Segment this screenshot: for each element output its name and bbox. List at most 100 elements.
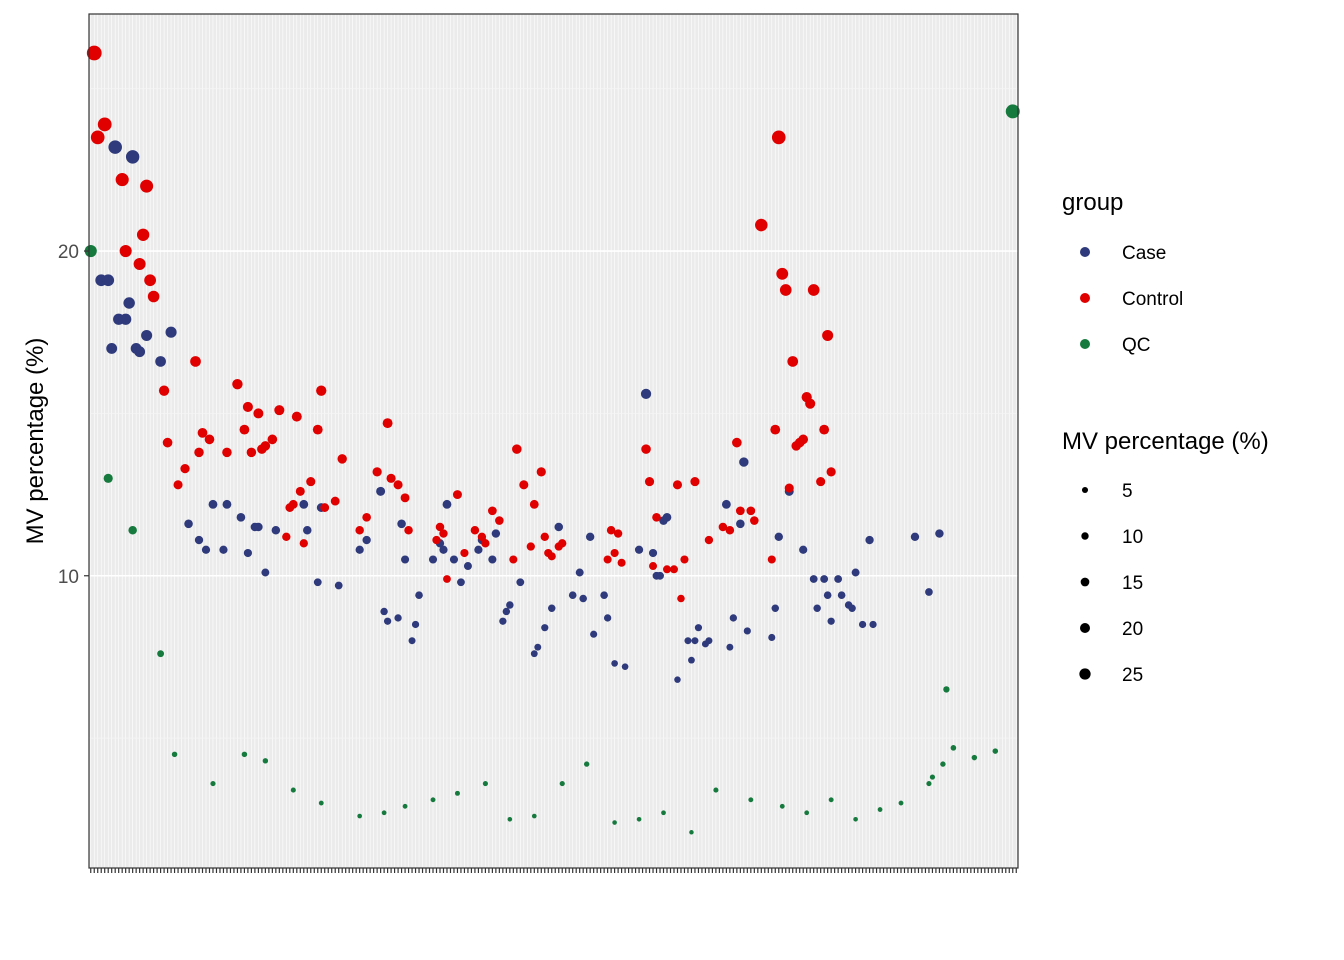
- data-point-qc: [402, 803, 408, 809]
- data-point-case: [865, 535, 874, 545]
- data-point-case: [449, 555, 458, 564]
- data-point-control: [672, 480, 683, 490]
- data-point-case: [820, 575, 829, 583]
- data-point-case: [491, 529, 501, 538]
- data-point-case: [415, 591, 423, 600]
- data-point-control: [704, 535, 714, 545]
- data-point-qc: [559, 781, 565, 787]
- data-point-control: [807, 284, 820, 296]
- data-point-case: [721, 499, 731, 509]
- data-point-case: [640, 388, 652, 400]
- data-point-control: [641, 444, 651, 454]
- data-point-case: [394, 614, 402, 622]
- data-point-case: [674, 676, 681, 683]
- data-point-case: [243, 548, 252, 558]
- legend-size-key: [1080, 577, 1090, 587]
- data-point-control: [372, 467, 382, 477]
- data-point-qc: [430, 797, 436, 803]
- data-point-control: [288, 499, 298, 509]
- data-point-control: [735, 506, 745, 516]
- data-point-control: [382, 418, 393, 429]
- legend-size-key: [1081, 486, 1089, 494]
- data-point-control: [805, 398, 816, 409]
- data-point-control: [488, 506, 497, 516]
- data-point-case: [799, 545, 808, 554]
- data-point-case: [774, 532, 783, 541]
- data-point-control: [260, 441, 271, 451]
- data-point-control: [362, 512, 371, 522]
- data-point-case: [726, 643, 734, 651]
- data-point-control: [613, 529, 623, 538]
- data-point-control: [526, 542, 535, 551]
- data-point-qc: [482, 781, 488, 787]
- data-point-case: [299, 499, 309, 509]
- data-point-control: [404, 526, 413, 535]
- plot-panel-border: [88, 13, 1019, 869]
- data-point-case: [120, 313, 132, 325]
- data-point-control: [162, 437, 173, 448]
- data-point-control: [320, 503, 330, 512]
- data-point-case: [201, 545, 211, 554]
- data-point-qc: [357, 813, 363, 819]
- data-point-qc: [828, 797, 834, 803]
- data-point-control: [680, 555, 689, 564]
- data-point-control: [610, 548, 619, 558]
- data-point-case: [743, 627, 751, 635]
- data-point-case: [705, 637, 713, 645]
- data-point-qc: [748, 797, 754, 803]
- data-point-qc: [128, 526, 137, 535]
- legend-size-label: 5: [1122, 481, 1133, 502]
- legend-size: MV percentage (%) 5 10 15 20 25: [1062, 428, 1269, 686]
- legend-key-qc: [1080, 339, 1090, 349]
- data-point-qc: [381, 810, 387, 816]
- data-point-control: [770, 424, 781, 435]
- data-point-case: [502, 607, 511, 616]
- data-point-control: [558, 539, 567, 548]
- data-point-control: [312, 424, 323, 435]
- data-point-control: [509, 555, 518, 564]
- data-point-case: [376, 486, 386, 496]
- data-point-case: [428, 555, 438, 564]
- data-point-control: [822, 329, 834, 341]
- data-point-control: [776, 267, 789, 280]
- data-point-control: [644, 477, 655, 487]
- legend-label-case: Case: [1122, 243, 1166, 264]
- data-point-control: [330, 496, 340, 506]
- data-point-case: [271, 526, 281, 535]
- data-point-qc: [290, 787, 296, 793]
- data-point-control: [443, 575, 451, 583]
- data-point-control: [355, 526, 364, 535]
- data-point-control: [393, 480, 403, 490]
- data-point-control: [136, 228, 150, 241]
- data-point-qc: [103, 473, 113, 483]
- data-point-qc: [84, 244, 97, 258]
- data-point-control: [291, 411, 302, 422]
- data-point-control: [133, 258, 146, 271]
- data-point-case: [611, 660, 618, 667]
- data-point-control: [540, 532, 549, 541]
- data-point-qc: [713, 787, 719, 793]
- data-point-control: [119, 244, 132, 258]
- data-point-control: [603, 555, 612, 564]
- data-point-case: [362, 535, 371, 545]
- data-point-qc: [583, 761, 590, 767]
- data-point-case: [488, 555, 497, 564]
- data-point-qc: [531, 813, 537, 819]
- data-point-qc: [636, 816, 642, 822]
- data-point-case: [579, 594, 587, 603]
- data-point-qc: [898, 800, 904, 806]
- data-point-case: [771, 604, 779, 612]
- data-point-case: [684, 637, 692, 645]
- data-point-case: [736, 519, 745, 529]
- vertical-gridlines: [90, 14, 1017, 868]
- data-point-qc: [877, 807, 883, 812]
- data-points: [84, 45, 1020, 835]
- data-point-case: [827, 617, 835, 625]
- data-point-control: [239, 424, 250, 435]
- data-point-control: [147, 290, 160, 303]
- data-point-control: [180, 463, 190, 474]
- data-point-case: [134, 346, 146, 358]
- data-point-case: [165, 326, 177, 338]
- data-point-control: [400, 493, 410, 503]
